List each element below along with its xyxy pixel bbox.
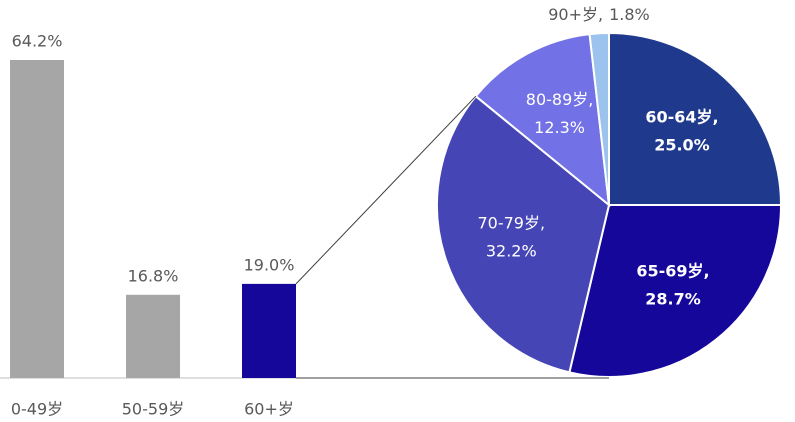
x-tick-label: 50-59岁 — [122, 400, 185, 419]
pie-slice — [474, 32, 611, 208]
pie-slice — [588, 31, 610, 206]
slice-value: 12.3% — [534, 118, 585, 137]
bar — [10, 60, 64, 378]
bar — [126, 294, 180, 378]
slice-value: 1.8% — [609, 5, 650, 24]
value-label: 16.8% — [128, 266, 179, 285]
slice-category: 65-69岁, — [636, 261, 709, 280]
slice-value: 28.7% — [645, 289, 701, 308]
slice-value: 25.0% — [654, 136, 710, 155]
pie-slice — [568, 204, 783, 378]
slice-label: 90+岁, 1.8% — [548, 5, 650, 24]
slice-category: 60-64岁, — [645, 108, 718, 127]
slice-value: 32.2% — [486, 242, 537, 261]
slice-category: 80-89岁, — [526, 90, 594, 109]
bar — [242, 283, 296, 378]
pie-slice — [608, 31, 783, 206]
x-tick-label: 0-49岁 — [11, 400, 63, 419]
pie-slice — [436, 94, 611, 374]
value-label: 19.0% — [244, 255, 295, 274]
x-tick-label: 60+岁 — [244, 400, 294, 419]
value-label: 64.2% — [12, 32, 63, 51]
slice-category: 70-79岁, — [477, 214, 545, 233]
slice-category: 90+岁, — [548, 5, 603, 24]
connector — [295, 95, 477, 285]
